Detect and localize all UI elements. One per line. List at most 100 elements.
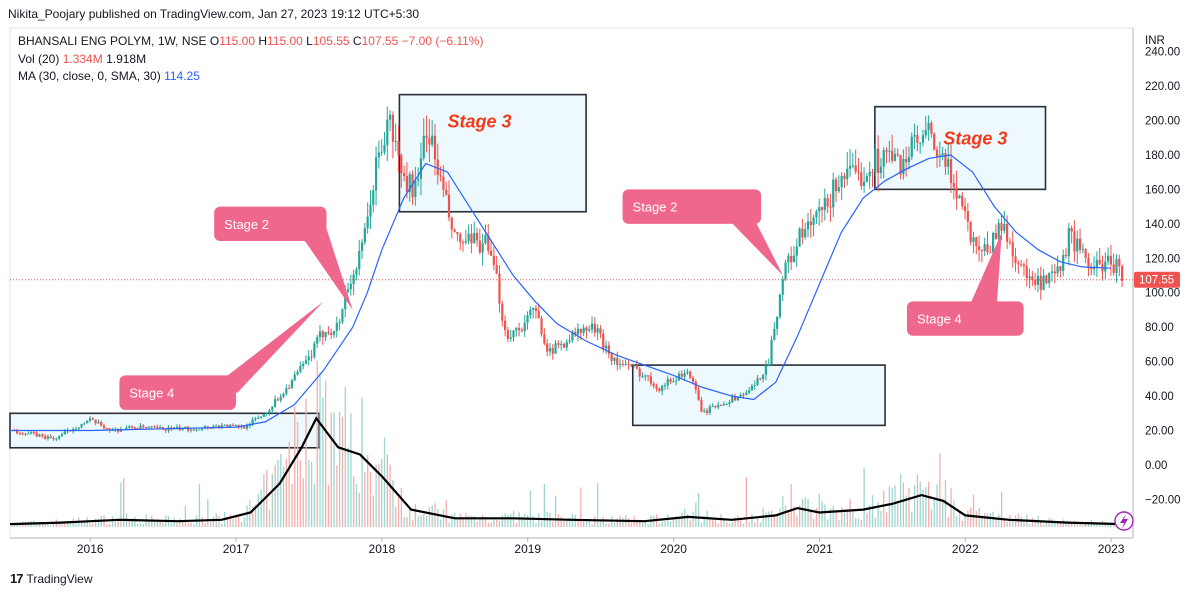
volume-bar [16,524,18,527]
candle-body [164,429,167,431]
volume-bar [773,514,776,527]
volume-bar [350,412,352,527]
volume-bar [636,520,638,527]
volume-bar [156,521,159,527]
volume-bar [782,496,784,527]
volume-bar [526,514,529,527]
candle-body [27,433,30,435]
volume-bar [260,489,262,527]
candle-body [268,410,271,413]
volume-bar [128,521,130,527]
volume-bar [622,517,624,527]
candle-body [405,176,409,193]
volume-bar [496,519,498,527]
candle-body [1034,280,1037,285]
volume-bar [874,517,877,527]
candle-body [461,242,465,244]
volume-bar [470,516,473,527]
volume-bar [1012,519,1014,527]
volume-bar [120,482,122,527]
x-tick-label: 2020 [660,542,687,556]
volume-bar [787,511,790,527]
candle-body [299,366,302,372]
candle-body [582,327,585,334]
volume-bar [187,522,189,527]
candle-body [290,380,294,389]
candle-body [467,233,470,242]
volume-bar [1059,521,1062,527]
volume-bar [184,505,187,527]
volume-bar [524,513,526,527]
candle-body [349,283,352,290]
volume-legend: Vol (20) 1.334M 1.918M [18,52,146,66]
candle-body [1008,241,1012,243]
volume-bar [939,453,941,527]
candle-body [46,436,50,439]
volume-bar [1057,522,1059,527]
volume-bar [94,518,97,527]
volume-bar [400,487,403,527]
candle-body [254,418,257,420]
candle-body [251,419,254,425]
candle-body [983,244,986,252]
volume-bar [698,493,700,527]
tradingview-logo[interactable]: 17 TradingView [10,571,93,586]
volume-bar [417,516,419,527]
volume-bar [181,520,184,527]
volume-bar [341,416,344,527]
volume-bar [557,514,560,527]
volume-bar [92,523,94,527]
volume-bar [970,507,972,527]
volume-bar [869,504,871,527]
volume-bar [61,521,63,527]
candle-body [1109,255,1112,265]
candle-body [41,434,44,437]
ma-label[interactable]: MA (30, close, 0, SMA, 30) [18,69,161,83]
volume-bar [964,515,966,527]
candle-body [464,241,467,243]
volume-bar [310,461,313,527]
candle-body [245,425,249,429]
volume-bar [69,523,72,527]
candle-body [537,310,540,319]
volume-bar [1054,521,1056,527]
volume-bar [885,512,888,527]
candle-body [240,426,243,428]
volume-bar [515,523,518,527]
candle-body [624,363,627,365]
candle-body [88,418,92,421]
volume-bar [459,513,461,527]
candle-body [829,206,832,208]
volume-bar [804,497,806,527]
candle-body [217,425,221,428]
volume-bar [602,517,604,527]
candle-body [495,264,498,274]
volume-bar [439,519,442,527]
symbol-name[interactable]: BHANSALI ENG POLYM, 1W, NSE [18,34,207,48]
candle-body [871,171,874,173]
candle-body [520,330,524,332]
candle-body [596,328,599,333]
volume-label[interactable]: Vol (20) [18,52,60,66]
y-tick-label: 220.00 [1145,81,1180,93]
candle-body [745,392,748,395]
volume-ma-line [9,416,1123,526]
callout-label: Stage 2 [633,200,678,215]
volume-bar [358,492,360,527]
candle-body [607,345,610,354]
candle-body [655,386,658,389]
volume-bar [726,522,728,527]
volume-bar [36,522,38,527]
candle-body [1076,238,1079,252]
volume-bar [902,482,905,527]
volume-bar [568,518,571,527]
callout-box [906,301,1024,336]
candle-body [447,194,451,218]
candle-body [21,433,24,435]
candle-body [18,433,21,435]
candle-body [296,371,299,375]
last-price-tag [1134,271,1180,288]
candle-body [551,348,554,354]
volume-bar [322,397,324,527]
